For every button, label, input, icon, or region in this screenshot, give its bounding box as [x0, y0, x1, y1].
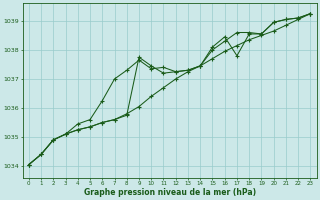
X-axis label: Graphe pression niveau de la mer (hPa): Graphe pression niveau de la mer (hPa)	[84, 188, 256, 197]
